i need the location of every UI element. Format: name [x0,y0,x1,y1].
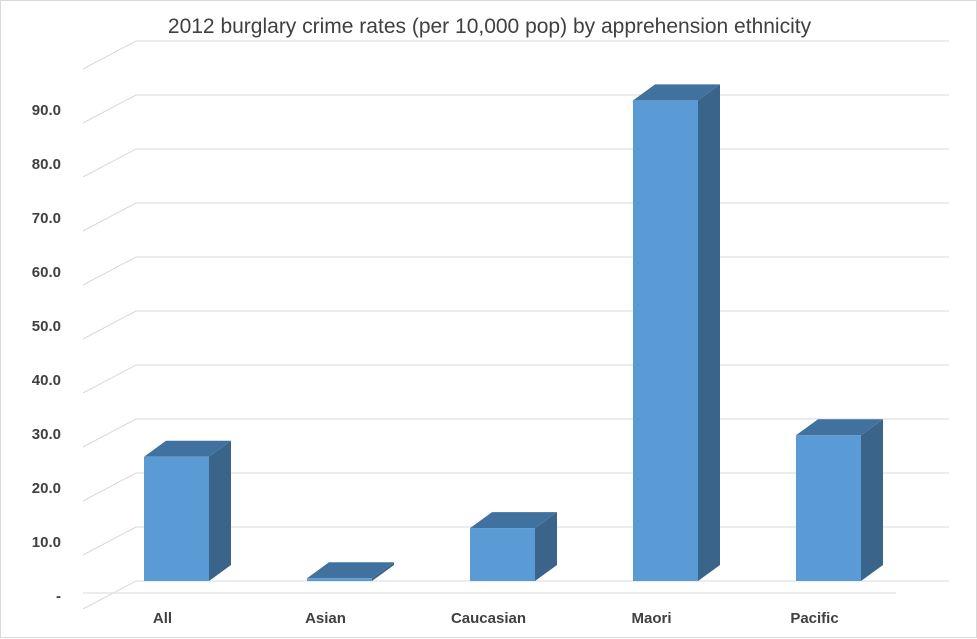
bar-front-face [144,456,209,581]
gridline-diagonal [82,94,137,124]
gridline-diagonal [82,580,137,610]
bar-top-face [470,512,557,529]
x-axis-categories: All Asian Caucasian Maori Pacific [153,610,839,627]
bar-maori [633,84,720,582]
chart-title: 2012 burglary crime rates (per 10,000 po… [167,15,812,38]
bar-side-face [698,84,720,582]
gridline-diagonal [82,418,137,448]
x-category-label: Asian [305,610,346,627]
bar-asian [307,562,394,581]
gridline-diagonal [82,202,137,232]
bar-top-face [144,440,231,457]
bars [144,84,883,582]
x-category-label: Maori [631,610,671,627]
y-tick-label: 50.0 [32,318,61,335]
bar-side-face [861,419,883,581]
gridline-diagonal [82,40,137,70]
bar-front-face [307,578,372,581]
bar-front-face [796,435,861,581]
gridline-diagonal [82,310,137,340]
gridline-diagonal [82,364,137,394]
bar-all [144,440,231,581]
y-tick-label: - [56,588,61,605]
gridline-diagonal [82,256,137,286]
y-tick-label: 60.0 [32,264,61,281]
y-tick-label: 90.0 [32,102,61,119]
bar-front-face [470,528,535,581]
x-category-label: Caucasian [451,610,526,627]
y-axis-ticks: - 10.0 20.0 30.0 40.0 50.0 60.0 70.0 80.0 90.0 [32,102,61,605]
y-tick-label: 10.0 [32,534,61,551]
bar-top-face [796,419,883,436]
y-tick-label: 20.0 [32,480,61,497]
x-category-label: All [153,610,172,627]
gridline-diagonal [82,148,137,178]
bar-top-face [633,84,720,101]
gridline-diagonal [82,472,137,502]
bar-side-face [209,440,231,581]
y-tick-label: 40.0 [32,372,61,389]
bar-side-face [535,512,557,581]
gridline-diagonal [82,526,137,556]
bar-front-face [633,100,698,582]
y-tick-label: 30.0 [32,426,61,443]
x-category-label: Pacific [790,610,838,627]
y-tick-label: 80.0 [32,156,61,173]
y-tick-label: 70.0 [32,210,61,227]
bar-caucasian [470,512,557,581]
bar-top-face [307,562,394,579]
bar-side-face [372,562,394,581]
bar-pacific [796,419,883,581]
